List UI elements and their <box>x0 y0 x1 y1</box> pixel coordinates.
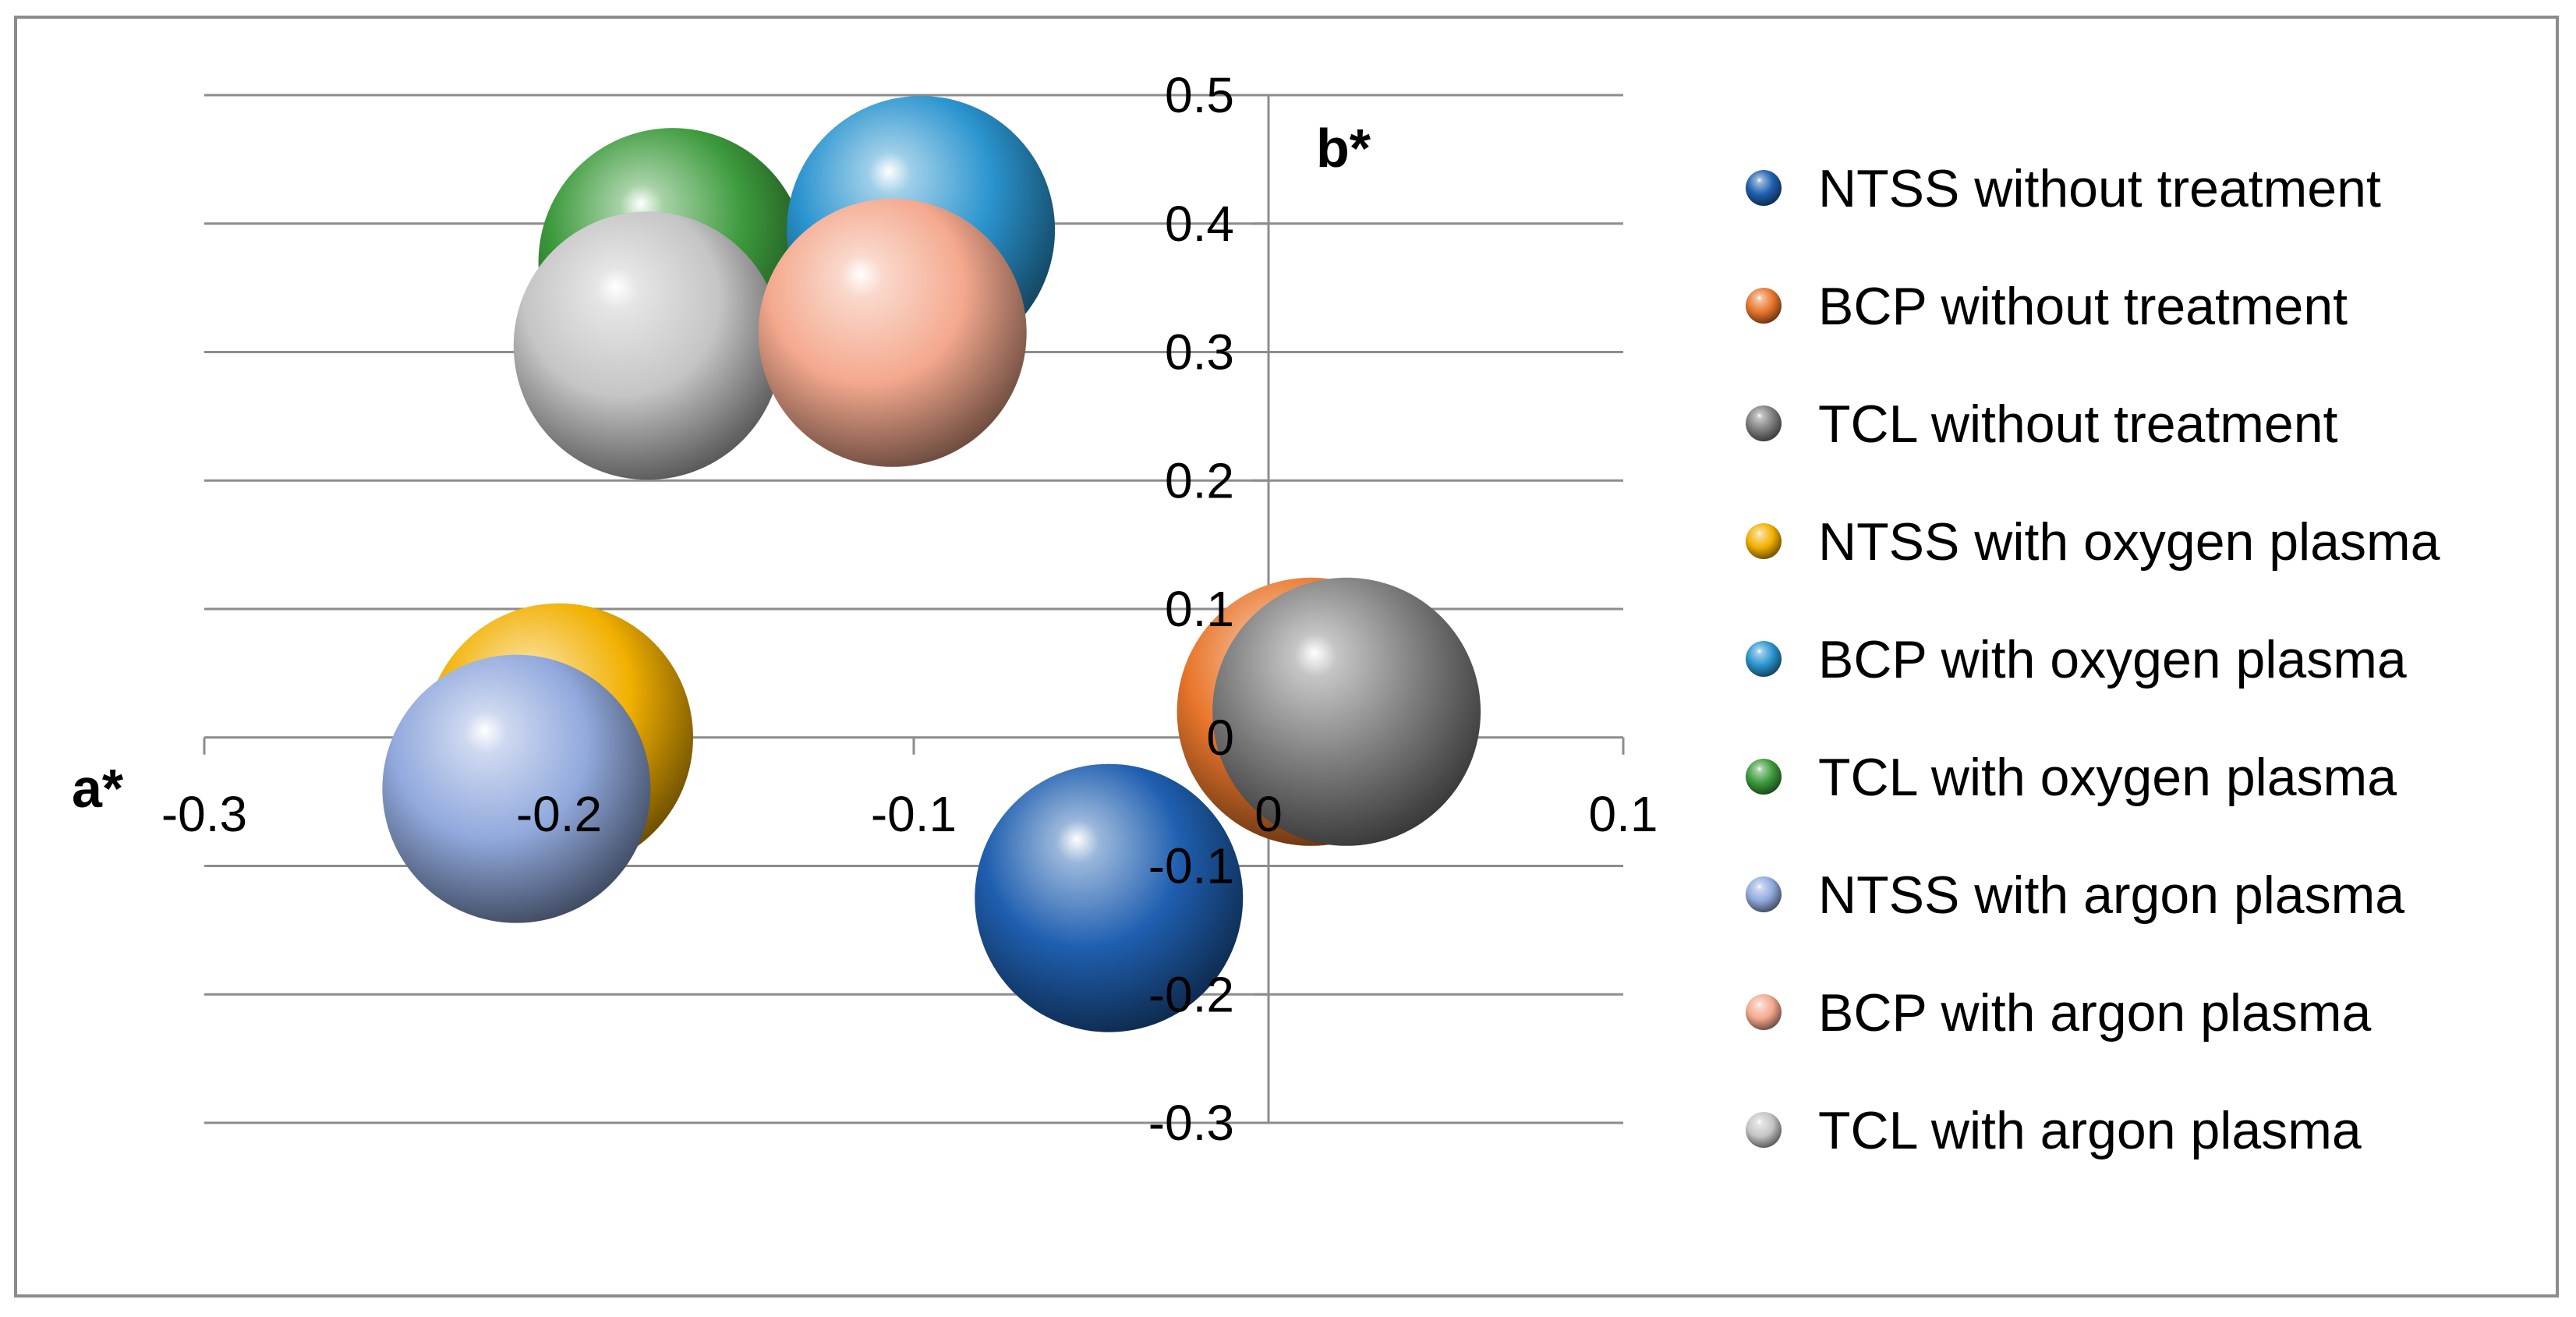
legend-label: BCP with argon plasma <box>1818 983 2372 1043</box>
legend-label: NTSS without treatment <box>1818 159 2381 218</box>
legend-item: BCP without treatment <box>1746 277 2348 336</box>
x-axis-title: a* <box>72 758 124 819</box>
legend-marker <box>1746 1112 1782 1148</box>
y-tick-label: -0.1 <box>1148 838 1234 894</box>
legend-item: NTSS with oxygen plasma <box>1746 512 2440 572</box>
legend-marker <box>1746 994 1782 1030</box>
bubble-bcp-with-argon-plasma <box>758 198 1027 467</box>
legend-marker <box>1746 876 1782 912</box>
y-tick-label: -0.3 <box>1148 1095 1234 1151</box>
y-tick-label: 0.3 <box>1165 324 1234 381</box>
legend-marker <box>1746 759 1782 795</box>
legend-label: TCL with oxygen plasma <box>1818 748 2397 807</box>
legend-item: BCP with argon plasma <box>1746 983 2372 1043</box>
x-tick-label: -0.2 <box>516 786 602 842</box>
legend-item: NTSS without treatment <box>1746 159 2381 218</box>
x-tick-label: -0.3 <box>161 786 247 842</box>
legend-label: TCL without treatment <box>1818 395 2338 454</box>
y-tick-label: 0.1 <box>1165 581 1234 637</box>
legend-label: BCP without treatment <box>1818 277 2348 336</box>
bubble-ntss-with-argon-plasma <box>382 654 651 923</box>
legend-label: NTSS with argon plasma <box>1818 866 2404 925</box>
legend-item: NTSS with argon plasma <box>1746 866 2404 925</box>
y-tick-label: 0.5 <box>1165 67 1234 123</box>
legend-label: NTSS with oxygen plasma <box>1818 512 2440 572</box>
bubble-tcl-with-argon-plasma <box>513 211 782 480</box>
legend-label: TCL with argon plasma <box>1818 1101 2362 1160</box>
legend-marker <box>1746 170 1782 206</box>
legend-item: BCP with oxygen plasma <box>1746 630 2407 689</box>
y-axis-title: b* <box>1316 118 1371 179</box>
legend-marker <box>1746 641 1782 677</box>
y-tick-label: 0.4 <box>1165 196 1234 252</box>
legend-item: TCL without treatment <box>1746 395 2338 454</box>
legend-marker <box>1746 523 1782 559</box>
legend-item: TCL with argon plasma <box>1746 1101 2362 1160</box>
y-tick-label: 0.2 <box>1165 452 1234 508</box>
tick-labels: -0.3 -0.2 -0.1 0 0.1 0.5 0.4 0.3 0.2 0.1 0 -0.1 -0.2… <box>161 67 1658 1151</box>
bubble-tcl-without-treatment <box>1212 577 1481 846</box>
bubble-ntss-without-treatment <box>975 763 1244 1032</box>
legend-item: TCL with oxygen plasma <box>1746 748 2397 807</box>
bubbles <box>382 95 1481 1032</box>
legend-marker <box>1746 288 1782 324</box>
x-tick-label: 0 <box>1254 786 1283 842</box>
legend-label: BCP with oxygen plasma <box>1818 630 2407 689</box>
gridlines <box>204 94 1623 1124</box>
legend-marker <box>1746 405 1782 441</box>
y-tick-label: 0 <box>1206 710 1234 766</box>
legend: NTSS without treatment BCP without treatm… <box>1746 159 2440 1160</box>
y-tick-label: -0.2 <box>1148 966 1234 1022</box>
x-tick-label: 0.1 <box>1589 786 1658 842</box>
x-tick-label: -0.1 <box>871 786 957 842</box>
